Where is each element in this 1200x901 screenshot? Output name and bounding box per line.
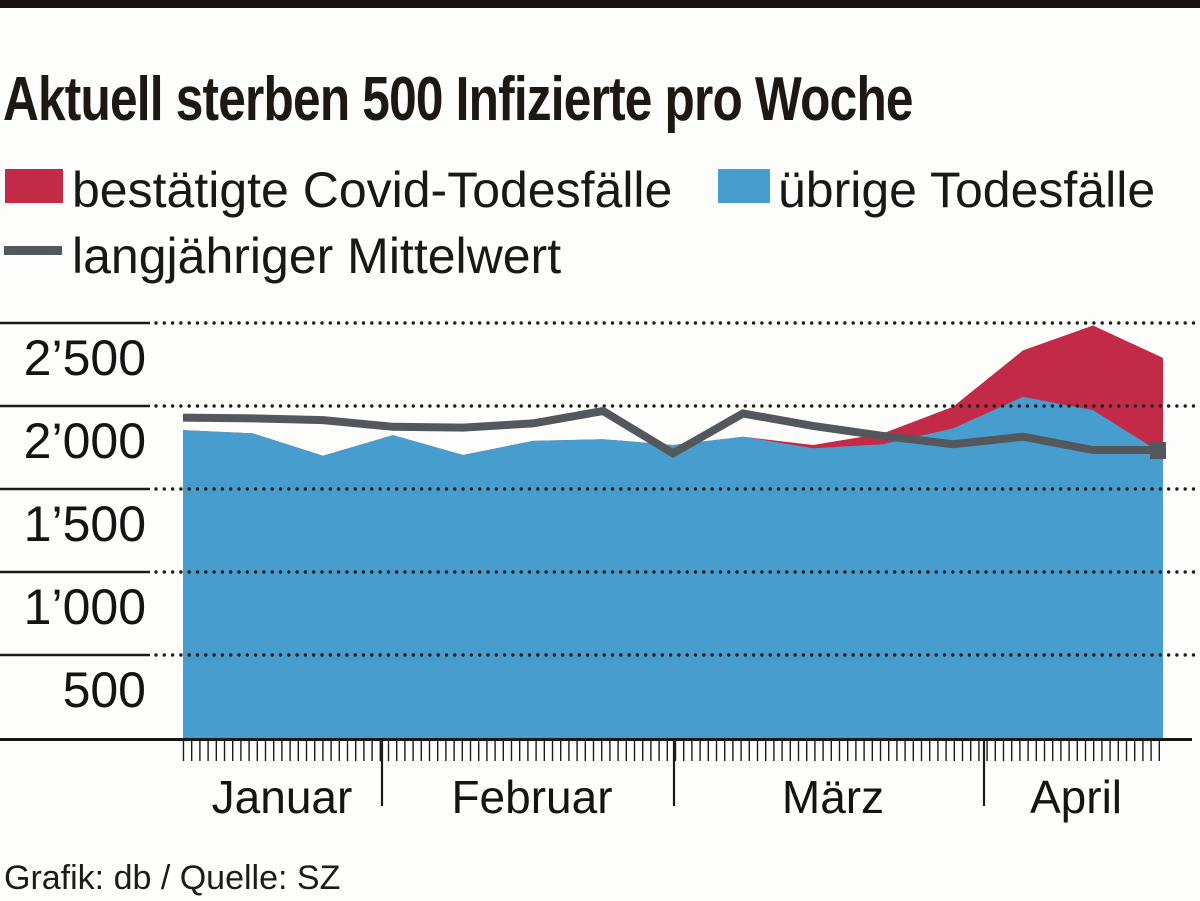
mean-line-end-marker [1150, 441, 1166, 459]
legend-swatch-mean-line [4, 246, 62, 255]
x-axis-month-label: März [781, 771, 885, 823]
legend-label-covid-deaths: bestätigte Covid-Todesfälle [72, 162, 673, 218]
y-axis-label: 2’500 [23, 330, 146, 386]
y-axis-label: 1’500 [23, 496, 146, 552]
y-axis-label: 1’000 [23, 579, 146, 635]
legend-label-mean-line: langjähriger Mittelwert [72, 228, 562, 284]
legend-swatch-other-deaths [718, 169, 770, 203]
y-axis-label: 2’000 [23, 413, 146, 469]
x-axis-month-label: Februar [451, 771, 613, 823]
x-axis-month-label: Januar [211, 771, 353, 823]
legend-label-other-deaths: übrige Todesfälle [778, 162, 1156, 218]
mean-line [182, 406, 1163, 458]
other-deaths-area [183, 396, 1163, 738]
chart-credit: Grafik: db / Quelle: SZ [4, 859, 341, 897]
legend-swatch-covid-deaths [5, 169, 63, 203]
top-accent-bar [0, 0, 1200, 8]
x-axis-month-label: April [1029, 771, 1123, 823]
y-axis-label: 500 [62, 662, 146, 718]
chart-title: Aktuell sterben 500 Infizierte pro Woche [3, 64, 914, 134]
